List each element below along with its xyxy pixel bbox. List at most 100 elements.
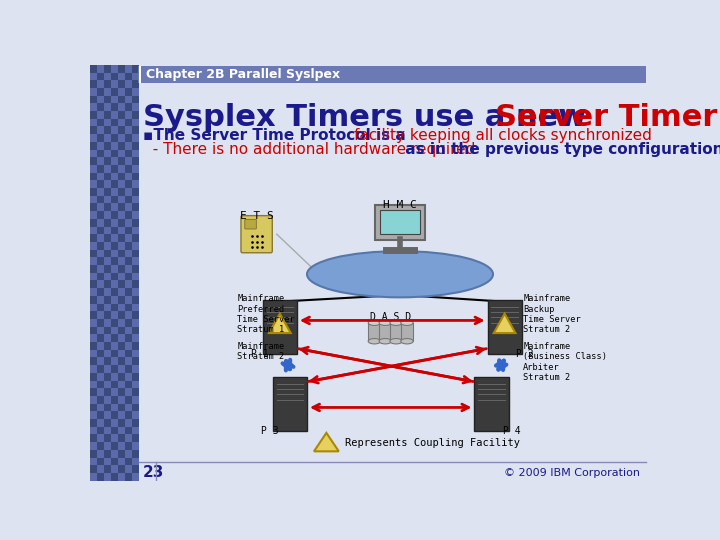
FancyBboxPatch shape [97, 173, 104, 180]
FancyBboxPatch shape [118, 65, 125, 72]
FancyBboxPatch shape [97, 342, 104, 350]
FancyBboxPatch shape [104, 195, 111, 204]
Polygon shape [314, 433, 339, 451]
FancyBboxPatch shape [97, 273, 104, 280]
FancyBboxPatch shape [125, 126, 132, 134]
FancyBboxPatch shape [132, 465, 139, 473]
FancyBboxPatch shape [104, 265, 111, 273]
Text: P 4: P 4 [503, 427, 521, 436]
FancyBboxPatch shape [125, 211, 132, 219]
FancyBboxPatch shape [111, 173, 118, 180]
FancyBboxPatch shape [111, 319, 118, 327]
FancyBboxPatch shape [132, 80, 139, 88]
FancyBboxPatch shape [118, 450, 125, 457]
FancyBboxPatch shape [138, 66, 647, 83]
FancyBboxPatch shape [132, 311, 139, 319]
FancyBboxPatch shape [97, 265, 104, 273]
FancyBboxPatch shape [90, 165, 97, 173]
FancyBboxPatch shape [379, 323, 392, 341]
FancyBboxPatch shape [97, 195, 104, 204]
FancyBboxPatch shape [118, 273, 125, 280]
FancyBboxPatch shape [111, 403, 118, 411]
FancyBboxPatch shape [111, 180, 118, 188]
FancyBboxPatch shape [104, 419, 111, 427]
FancyBboxPatch shape [90, 442, 97, 450]
Text: Sysplex Timers use a new: Sysplex Timers use a new [143, 103, 597, 132]
FancyBboxPatch shape [97, 188, 104, 195]
FancyBboxPatch shape [104, 226, 111, 234]
FancyBboxPatch shape [97, 119, 104, 126]
FancyBboxPatch shape [118, 280, 125, 288]
FancyBboxPatch shape [90, 180, 97, 188]
FancyBboxPatch shape [487, 300, 522, 354]
FancyBboxPatch shape [104, 165, 111, 173]
FancyBboxPatch shape [90, 80, 97, 88]
FancyBboxPatch shape [125, 419, 132, 427]
FancyBboxPatch shape [118, 419, 125, 427]
FancyBboxPatch shape [104, 427, 111, 434]
FancyBboxPatch shape [97, 327, 104, 334]
FancyBboxPatch shape [118, 96, 125, 103]
FancyBboxPatch shape [125, 234, 132, 242]
FancyBboxPatch shape [104, 450, 111, 457]
FancyBboxPatch shape [104, 403, 111, 411]
FancyBboxPatch shape [118, 150, 125, 157]
FancyBboxPatch shape [104, 457, 111, 465]
FancyBboxPatch shape [90, 357, 97, 365]
FancyBboxPatch shape [132, 411, 139, 419]
FancyBboxPatch shape [90, 142, 97, 150]
FancyBboxPatch shape [97, 242, 104, 249]
FancyBboxPatch shape [118, 442, 125, 450]
FancyBboxPatch shape [97, 481, 104, 488]
FancyBboxPatch shape [104, 288, 111, 296]
FancyBboxPatch shape [125, 334, 132, 342]
FancyBboxPatch shape [118, 381, 125, 388]
FancyBboxPatch shape [97, 311, 104, 319]
FancyBboxPatch shape [111, 388, 118, 396]
FancyBboxPatch shape [97, 373, 104, 381]
FancyBboxPatch shape [118, 88, 125, 96]
FancyBboxPatch shape [104, 350, 111, 357]
FancyBboxPatch shape [125, 457, 132, 465]
FancyBboxPatch shape [125, 96, 132, 103]
FancyBboxPatch shape [125, 403, 132, 411]
FancyBboxPatch shape [111, 265, 118, 273]
Ellipse shape [401, 339, 413, 344]
FancyBboxPatch shape [125, 88, 132, 96]
FancyBboxPatch shape [111, 419, 118, 427]
FancyBboxPatch shape [125, 165, 132, 173]
FancyBboxPatch shape [104, 434, 111, 442]
FancyBboxPatch shape [125, 195, 132, 204]
FancyBboxPatch shape [97, 411, 104, 419]
FancyBboxPatch shape [90, 204, 97, 211]
FancyBboxPatch shape [132, 173, 139, 180]
FancyBboxPatch shape [111, 88, 118, 96]
FancyBboxPatch shape [111, 234, 118, 242]
FancyBboxPatch shape [125, 188, 132, 195]
FancyBboxPatch shape [90, 242, 97, 249]
FancyBboxPatch shape [132, 434, 139, 442]
FancyBboxPatch shape [104, 219, 111, 226]
FancyBboxPatch shape [111, 204, 118, 211]
FancyBboxPatch shape [90, 249, 97, 257]
FancyBboxPatch shape [125, 265, 132, 273]
FancyBboxPatch shape [97, 296, 104, 303]
FancyBboxPatch shape [132, 242, 139, 249]
FancyBboxPatch shape [90, 265, 97, 273]
FancyBboxPatch shape [132, 265, 139, 273]
FancyBboxPatch shape [125, 357, 132, 365]
FancyBboxPatch shape [97, 396, 104, 403]
FancyBboxPatch shape [125, 242, 132, 249]
FancyBboxPatch shape [104, 126, 111, 134]
FancyBboxPatch shape [97, 303, 104, 311]
FancyBboxPatch shape [245, 219, 256, 229]
Polygon shape [494, 314, 516, 333]
FancyBboxPatch shape [132, 473, 139, 481]
FancyBboxPatch shape [118, 249, 125, 257]
FancyBboxPatch shape [118, 365, 125, 373]
FancyBboxPatch shape [111, 381, 118, 388]
FancyBboxPatch shape [118, 211, 125, 219]
FancyBboxPatch shape [132, 226, 139, 234]
FancyBboxPatch shape [111, 427, 118, 434]
FancyBboxPatch shape [132, 357, 139, 365]
